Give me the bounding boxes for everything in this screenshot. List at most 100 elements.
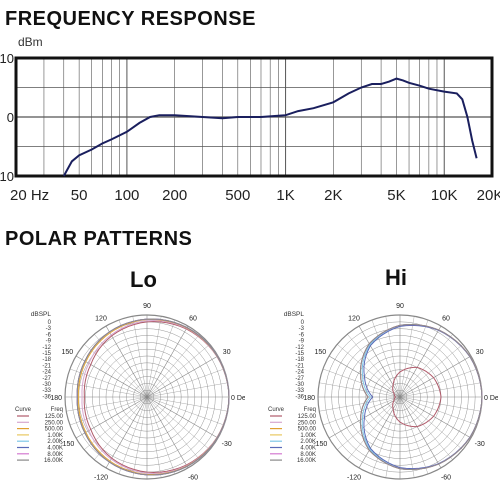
- polar-patterns-title: POLAR PATTERNS: [5, 228, 193, 250]
- fr-x-tick-label: 20K: [477, 187, 500, 204]
- legend-freq-label: 8.00K: [300, 452, 316, 458]
- polar-spoke: [399, 344, 463, 398]
- polar-spoke: [105, 325, 148, 398]
- legend-header-freq: Freq: [51, 407, 63, 413]
- polar-r-tick-label: -33: [42, 388, 51, 394]
- polar-spoke: [399, 396, 478, 426]
- polar-spoke: [399, 316, 415, 398]
- polar-spoke: [146, 396, 176, 475]
- fr-y-tick-label: 10: [0, 51, 14, 66]
- polar-spoke: [146, 325, 189, 398]
- polar-spoke: [146, 344, 210, 398]
- polar-spoke: [105, 396, 148, 469]
- polar-spoke: [132, 316, 148, 398]
- polar-spoke: [146, 396, 200, 460]
- polar-spoke: [146, 334, 200, 398]
- polar-spoke: [146, 396, 189, 469]
- polar-spoke: [399, 325, 442, 398]
- polar-angle-label: -60: [188, 475, 198, 480]
- hi-polar-label: Hi: [385, 265, 407, 290]
- polar-spoke: [118, 319, 148, 398]
- legend-freq-label: 16.00K: [44, 458, 63, 464]
- polar-r-tick-label: -24: [295, 370, 304, 376]
- polar-spoke: [399, 396, 442, 469]
- polar-spoke: [319, 396, 401, 412]
- polar-r-axis-label: dBSPL: [284, 311, 305, 318]
- polar-spoke: [399, 368, 478, 398]
- polar-r-tick-label: -9: [46, 339, 52, 345]
- fr-x-tick-label: 50: [71, 187, 88, 204]
- polar-spoke: [146, 382, 228, 398]
- polar-spoke: [347, 334, 401, 398]
- legend-freq-label: 250.00: [298, 420, 317, 426]
- polar-angle-label: 0 Deg: [231, 395, 245, 402]
- legend-freq-label: 8.00K: [47, 452, 63, 458]
- fr-response-line: [62, 77, 478, 177]
- polar-r-tick-label: -33: [295, 388, 304, 394]
- legend-freq-label: 250.00: [45, 420, 64, 426]
- polar-r-tick-label: -18: [42, 357, 51, 363]
- polar-spoke: [371, 396, 401, 475]
- fr-plot-frame: [14, 56, 494, 178]
- fr-y-tick-label: 10: [0, 169, 14, 184]
- polar-angle-label: -60: [441, 475, 451, 480]
- polar-r-tick-label: -3: [46, 326, 52, 332]
- polar-angle-label: 120: [95, 315, 107, 322]
- polar-curve-125.00: [392, 366, 442, 428]
- polar-spoke: [146, 396, 228, 412]
- polar-spoke: [399, 396, 429, 475]
- polar-r-tick-label: -12: [295, 345, 304, 351]
- polar-angle-label: 180: [303, 395, 315, 402]
- polar-spoke: [75, 396, 148, 439]
- polar-r-tick-label: -30: [295, 382, 304, 388]
- polar-r-axis-label: dBSPL: [31, 311, 52, 318]
- polar-angle-label: 120: [348, 315, 360, 322]
- polar-r-tick-label: -15: [42, 351, 51, 357]
- polar-spoke: [337, 344, 401, 398]
- polar-spoke: [146, 316, 162, 398]
- polar-spoke: [399, 355, 472, 398]
- polar-r-tick-label: -24: [42, 370, 51, 376]
- frequency-response-title: FREQUENCY RESPONSE: [5, 8, 256, 30]
- legend-freq-label: 2.00K: [300, 439, 316, 445]
- legend-freq-label: 500.00: [298, 427, 317, 433]
- polar-spoke: [132, 396, 148, 478]
- fr-y-ticks: 10 0 10: [0, 51, 14, 184]
- polar-spoke: [399, 396, 472, 439]
- polar-spoke: [118, 396, 148, 475]
- polar-r-tick-label: -27: [42, 376, 51, 382]
- polar-angle-label: 60: [189, 315, 197, 322]
- polar-r-tick-label: -36: [295, 394, 304, 400]
- legend-header-freq: Freq: [304, 407, 316, 413]
- legend-freq-label: 4.00K: [300, 446, 316, 452]
- fr-x-ticks: 20 Hz 50 100 200 500 1K 2K 5K 10K 20K: [10, 187, 500, 204]
- polar-spoke: [146, 368, 225, 398]
- fr-x-tick-label: 5K: [387, 187, 405, 204]
- legend-freq-label: 125.00: [45, 414, 64, 420]
- polar-angle-label: 90: [396, 303, 404, 310]
- legend-freq-label: 2.00K: [47, 439, 63, 445]
- polar-angle-label: 150: [61, 349, 73, 356]
- polar-r-tick-label: -15: [295, 351, 304, 357]
- polar-spoke: [319, 382, 401, 398]
- polar-spoke: [146, 396, 162, 478]
- fr-x-tick-label: 10K: [431, 187, 458, 204]
- fr-y-axis-label: dBm: [18, 35, 43, 49]
- polar-angle-label: -150: [313, 441, 327, 448]
- polar-r-tick-label: -6: [46, 332, 52, 338]
- polar-spoke: [69, 396, 148, 426]
- polar-angle-label: 150: [314, 349, 326, 356]
- polar-angle-label: -120: [94, 475, 108, 480]
- polar-r-tick-label: -9: [299, 339, 305, 345]
- fr-x-tick-label: 200: [162, 187, 187, 204]
- polar-spoke: [146, 396, 225, 426]
- polar-curve-16.00K: [76, 318, 230, 476]
- fr-x-tick-label: 100: [114, 187, 139, 204]
- polar-spoke: [399, 319, 429, 398]
- polar-spoke: [75, 355, 148, 398]
- polar-spoke: [66, 382, 148, 398]
- legend-freq-label: 1.00K: [300, 433, 316, 439]
